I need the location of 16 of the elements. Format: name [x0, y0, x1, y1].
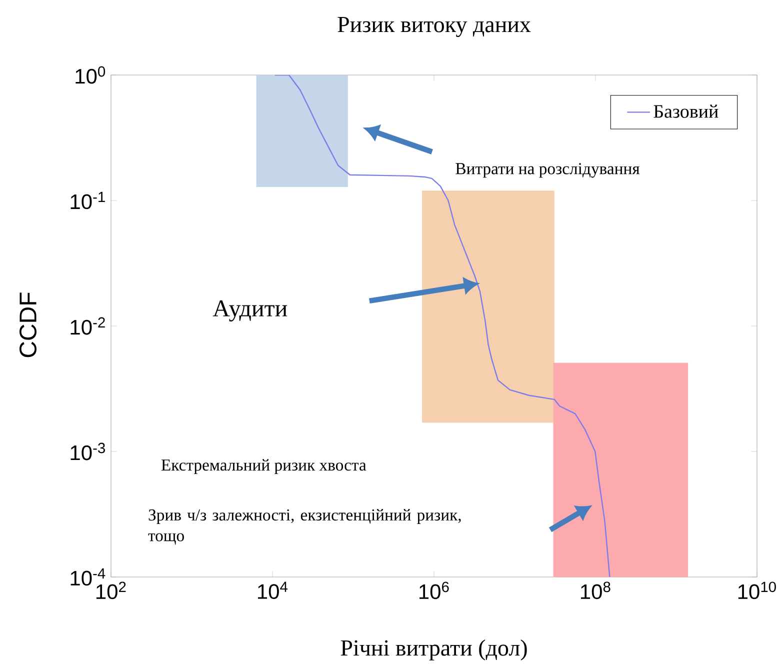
y-tick-label: 10$^{-3}$: [70, 442, 105, 460]
annotation: Екстремальний ризик хвоста: [161, 459, 366, 474]
chart-title: Ризик витоку даних: [338, 16, 531, 37]
x-tick-label: 10$^{4}$: [258, 582, 288, 599]
y-axis-title: CCDF: [20, 292, 36, 358]
y-tick-label: 10$^{-2}$: [70, 317, 105, 335]
legend-label: Базовий: [654, 104, 718, 118]
x-tick-label: 10$^{6}$: [419, 582, 449, 600]
annotation: Витрати на розслідування: [456, 163, 640, 178]
annotation: Аудити: [212, 300, 288, 322]
y-tick-label: 10$^{-1}$: [70, 192, 105, 210]
x-tick-label: 10$^{10}$: [738, 582, 776, 600]
x-tick-label: 10$^{8}$: [580, 582, 610, 600]
x-axis-title: Річні витрати (дол): [340, 640, 527, 660]
y-tick-label: 10$^{0}$: [76, 66, 106, 84]
annotation: Зрив ч/з залежності, екзистенційний ризик, тощо: [148, 509, 461, 545]
